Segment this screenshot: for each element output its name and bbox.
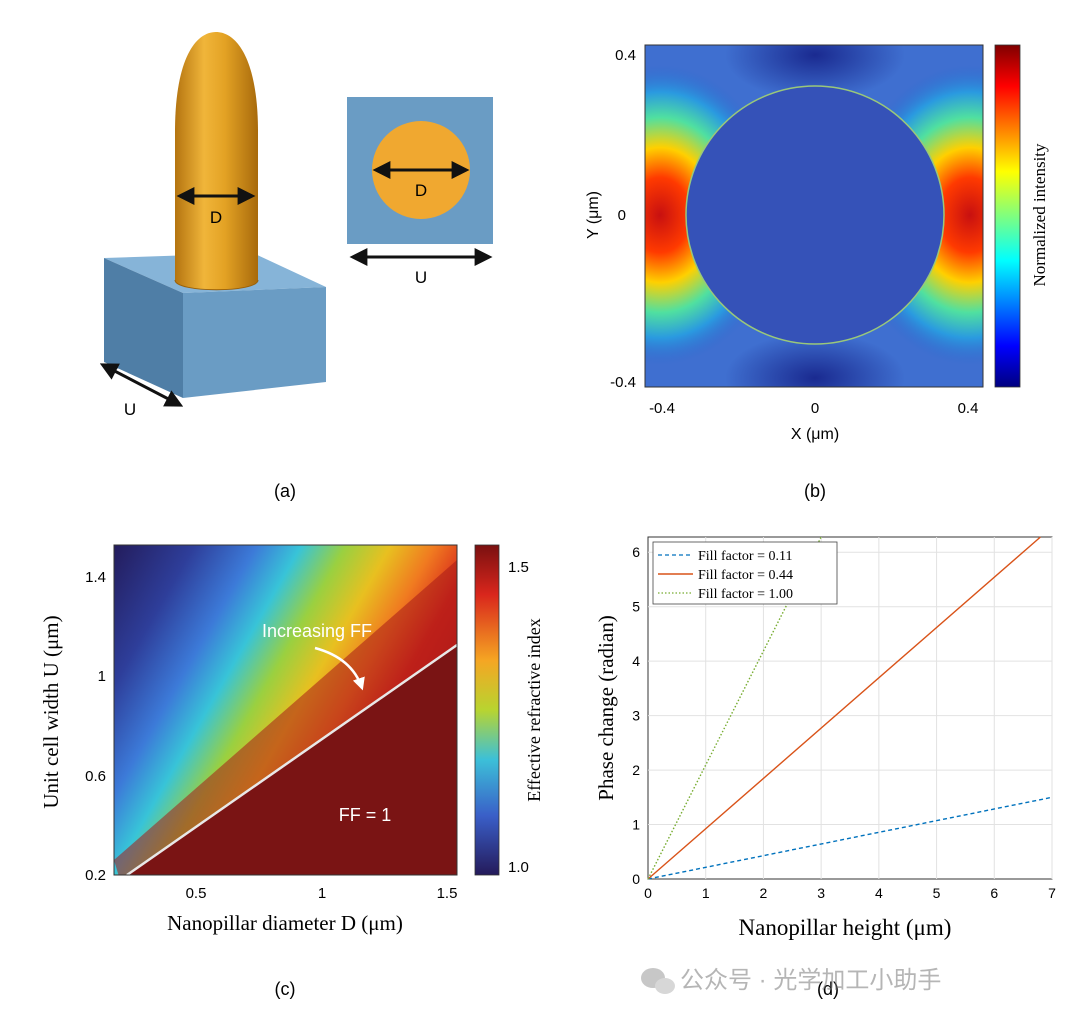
increasing-ff-label: Increasing FF [262, 621, 372, 641]
square-u-label: U [415, 268, 427, 287]
d-ytick: 0 [632, 871, 640, 887]
d-legend-box [652, 541, 838, 605]
b-ytick: -0.4 [610, 374, 636, 391]
panel-c-yticks: 1.4 1 0.6 0.2 [85, 569, 106, 884]
b-xtick: -0.4 [649, 400, 675, 417]
d-ytick: 6 [632, 544, 640, 560]
c-xlabel: Nanopillar diameter D (μm) [167, 911, 403, 935]
d-ytick: 5 [632, 599, 640, 615]
b-colorbar-label: Normalized intensity [1030, 143, 1049, 287]
nanopillar [175, 32, 258, 290]
d-xlabel: Nanopillar height (μm) [739, 915, 952, 940]
c-xtick: 1 [318, 885, 326, 902]
panel-b-yticks: 0.4 0 -0.4 [610, 47, 636, 391]
panel-a-label: (a) [274, 481, 296, 501]
b-ytick: 0.4 [615, 47, 636, 64]
base-front-face [183, 287, 326, 398]
c-ytick: 1 [98, 668, 106, 685]
panel-d-label: (d) [817, 979, 839, 999]
c-cbar-tick: 1.5 [508, 559, 529, 576]
c-ylabel: Unit cell width U (μm) [39, 615, 63, 808]
b-xtick: 0 [811, 400, 819, 417]
c-xtick: 0.5 [186, 885, 207, 902]
d-xtick: 6 [990, 885, 998, 901]
panel-b-label: (b) [804, 481, 826, 501]
panel-c-xticks: 0.5 1 1.5 [186, 885, 458, 902]
panel-b: 0.4 0 -0.4 -0.4 0 0.4 X (μm) Y (μm) Norm… [585, 44, 1049, 501]
field-pillar-circle [685, 85, 945, 345]
d-grid [648, 537, 1053, 879]
d-xtick: 4 [875, 885, 883, 901]
base-left-face [104, 258, 183, 398]
c-ytick: 0.2 [85, 867, 106, 884]
d-series-line-0 [647, 796, 1053, 880]
d-ylabel: Phase change (radian) [594, 615, 618, 800]
d-series-line-1 [647, 536, 1041, 880]
circle-d-label: D [415, 181, 427, 200]
d-ytick: 4 [632, 653, 640, 669]
b-xtick: 0.4 [958, 400, 979, 417]
d-xtick: 0 [644, 885, 652, 901]
panel-a: D U D U (a) [99, 32, 493, 501]
d-legend: Fill factor = 0.11 Fill factor = 0.44 Fi… [652, 541, 838, 605]
c-xtick: 1.5 [437, 885, 458, 902]
d-xtick: 2 [760, 885, 768, 901]
ff1-label: FF = 1 [339, 805, 392, 825]
d-xtick: 5 [933, 885, 941, 901]
d-yticks: 0 1 2 3 4 5 6 [632, 544, 640, 887]
base-u-label: U [124, 400, 136, 419]
d-ytick: 1 [632, 817, 640, 833]
pillar-d-label: D [210, 208, 222, 227]
d-xticks: 0 1 2 3 4 5 6 7 [644, 885, 1056, 901]
watermark: 公众号 · 光学加工小助手 [641, 967, 941, 994]
legend-entry: Fill factor = 1.00 [698, 587, 793, 602]
panel-b-xticks: -0.4 0 0.4 [649, 400, 978, 417]
c-ytick: 1.4 [85, 569, 106, 586]
c-colorbar-label: Effective refractive index [524, 618, 544, 802]
legend-entry: Fill factor = 0.11 [698, 549, 792, 564]
panel-c-label: (c) [275, 979, 296, 999]
d-ytick: 2 [632, 762, 640, 778]
wechat-icon [641, 968, 675, 994]
watermark-text: 公众号 · 光学加工小助手 [680, 967, 941, 994]
d-xtick: 3 [817, 885, 825, 901]
d-xtick: 7 [1048, 885, 1056, 901]
d-ytick: 3 [632, 708, 640, 724]
b-colorbar [994, 44, 1021, 388]
c-ytick: 0.6 [85, 768, 106, 785]
c-cbar-tick: 1.0 [508, 859, 529, 876]
legend-entry: Fill factor = 0.44 [698, 568, 793, 583]
d-xtick: 1 [702, 885, 710, 901]
b-ytick: 0 [618, 207, 626, 224]
panel-c: Increasing FF FF = 1 1.4 1 0.6 0.2 0.5 1… [39, 544, 544, 999]
increasing-ff-arrow [314, 646, 365, 691]
base-width-arrow [99, 363, 184, 407]
b-ylabel: Y (μm) [585, 191, 602, 239]
ff-boundary-line [126, 643, 458, 877]
panel-d: 0 1 2 3 4 5 6 7 0 1 2 3 4 5 6 Fill factor = 0.11 Fill… [594, 536, 1056, 999]
c-colorbar [474, 544, 500, 876]
b-xlabel: X (μm) [791, 426, 839, 443]
